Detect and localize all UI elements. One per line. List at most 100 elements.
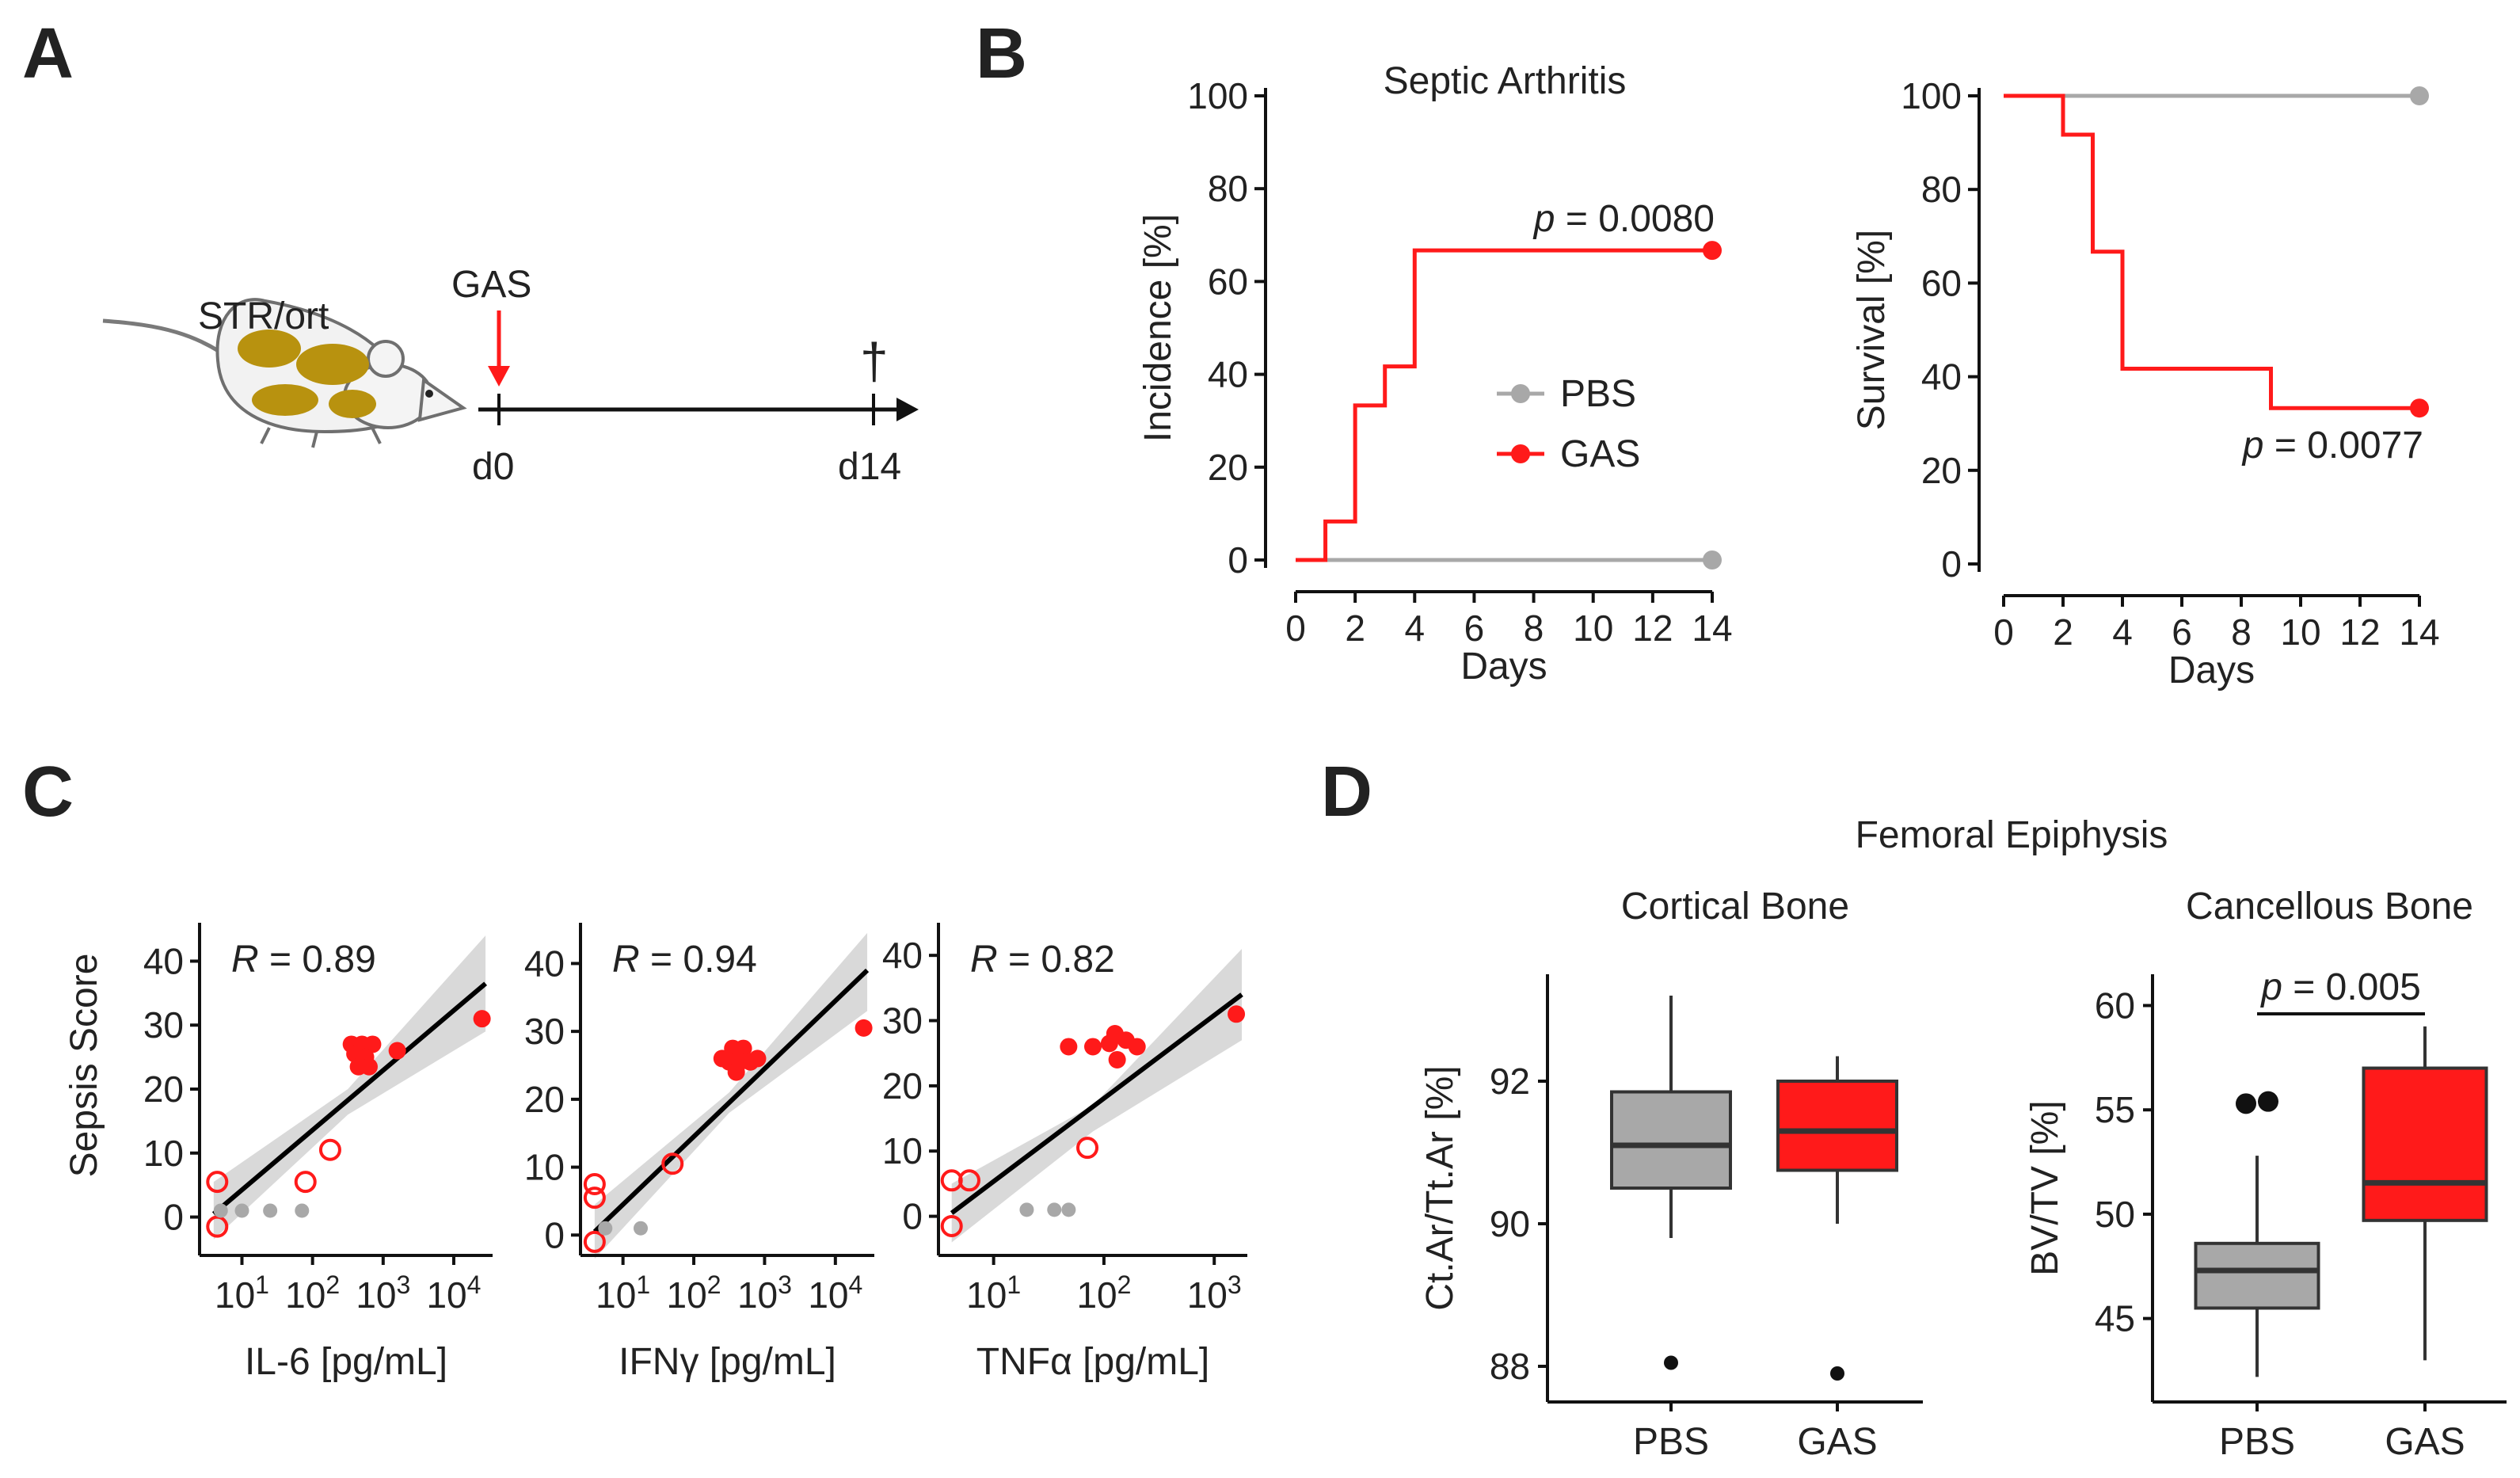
data-point-open [583,1187,606,1209]
injection-arrow-head [488,366,510,387]
x-tick-label: GAS [1797,1421,1877,1463]
x-tick-label: 8 [2231,611,2252,653]
y-tick-label: 20 [1921,450,1962,491]
data-point-gas [1228,1005,1246,1023]
timeline-arrow-head [896,398,919,421]
timeline-start-label: d0 [472,446,514,488]
x-axis-label: IL-6 [pg/mL] [245,1341,447,1383]
x-tick-label: 14 [2399,611,2439,653]
chart-title: Cancellous Bone [2186,886,2473,928]
x-tick-label: 10 [1573,608,1613,649]
panel-letter-d: D [1321,752,1372,832]
data-point-open [940,1214,963,1237]
x-tick-label: 102 [1076,1270,1131,1316]
x-tick-label: 14 [1692,608,1732,649]
chart-title: Septic Arthritis [1384,60,1627,102]
data-point-gas [473,1010,491,1028]
data-point-gas [727,1063,745,1081]
strain-label: STR/ort [198,295,329,337]
y-tick-label: 0 [163,1197,184,1238]
y-tick-label: 40 [1921,356,1962,398]
regression-line [211,981,488,1216]
y-tick-label: 60 [2095,985,2135,1027]
outlier-point-pbs [2258,1091,2278,1112]
regression-line [950,992,1243,1215]
y-tick-label: 20 [1208,447,1248,488]
panel-letter-b: B [976,14,1027,93]
x-tick-label: 103 [1187,1270,1242,1316]
x-tick-label: 12 [1632,608,1673,649]
x-tick-label: 4 [1404,608,1425,649]
y-tick-label: 50 [2095,1194,2135,1235]
y-axis-label: Survival [%] [1851,230,1893,430]
data-point-pbs [1047,1202,1062,1217]
x-tick-label: 104 [426,1270,481,1316]
data-point-pbs [1061,1202,1076,1217]
panel-letter-a: A [22,14,74,93]
box-gas [1776,1080,1898,1172]
data-point-gas [748,1049,767,1068]
data-point-gas [360,1057,378,1076]
x-tick-label: 2 [2053,611,2073,653]
x-tick-label: 101 [215,1270,269,1316]
outlier-point-pbs [1664,1355,1678,1370]
x-tick-label: PBS [2219,1421,2295,1463]
p-value-label: p = 0.0077 [2241,425,2423,467]
series-end-point-gas [1703,241,1722,261]
series-end-point-gas [2410,398,2429,418]
y-tick-label: 30 [143,1004,184,1046]
p-value-label: p = 0.0080 [1532,198,1715,240]
series-end-point-pbs [2410,86,2429,105]
y-tick-label: 80 [1921,169,1962,210]
y-tick-label: 100 [1187,75,1248,116]
y-axis-label: Sepsis Score [63,954,105,1178]
y-axis-label: Ct.Ar/Tt.Ar [%] [1419,1065,1461,1310]
data-point-open [1076,1137,1099,1160]
mouse-illustration [102,298,467,448]
data-point-open [294,1171,317,1194]
y-tick-label: 80 [1208,168,1248,209]
y-tick-label: 0 [902,1196,923,1237]
data-point-open [583,1230,606,1253]
outlier-point-pbs [2236,1093,2256,1114]
chart-title: Cortical Bone [1621,886,1849,928]
y-tick-label: 92 [1490,1061,1530,1102]
legend-marker-pbs [1511,384,1530,403]
y-tick-label: 30 [524,1011,565,1052]
y-tick-label: 20 [143,1069,184,1110]
y-tick-label: 100 [1901,75,1962,116]
confidence-band [594,932,868,1259]
outlier-point-gas [1830,1366,1844,1381]
y-tick-label: 60 [1921,262,1962,303]
series-line-gas [1296,248,1712,562]
injection-label: GAS [451,264,531,306]
cancellous-box-chart: 45 50 55 60 Cancellous Bone BV/TV [%] PBS GAS p … [2024,886,2507,1463]
x-tick-label: 10 [2280,611,2320,653]
y-tick-label: 0 [544,1214,565,1255]
box-pbs [1610,1090,1732,1190]
y-tick-label: 20 [882,1065,923,1107]
data-point-gas [1128,1038,1146,1056]
data-point-pbs [295,1203,310,1218]
p-value-label: p = 0.005 [2259,966,2421,1008]
x-tick-label: 6 [1464,608,1485,649]
data-point-open [318,1138,341,1161]
data-point-gas [1060,1038,1078,1056]
x-tick-label: 0 [1285,608,1306,649]
x-tick-label: 102 [285,1270,340,1316]
y-tick-label: 40 [143,940,184,981]
il6-scatter-chart: 0 10 20 30 40 101 102 103 104 IL-6 [pg/mL] Sepsis … [63,923,493,1383]
data-point-pbs [263,1203,278,1218]
x-axis-label: IFNγ [pg/mL] [619,1341,836,1383]
series-end-point-pbs [1703,550,1722,569]
y-tick-label: 40 [524,943,565,984]
data-point-gas [1084,1038,1102,1056]
y-tick-label: 10 [143,1133,184,1174]
regression-line [592,968,870,1234]
data-point-pbs [1019,1202,1034,1217]
y-tick-label: 0 [1941,543,1962,585]
correlation-label: R = 0.94 [612,939,757,981]
x-tick-label: PBS [1633,1421,1709,1463]
panel-letter-c: C [22,752,74,832]
